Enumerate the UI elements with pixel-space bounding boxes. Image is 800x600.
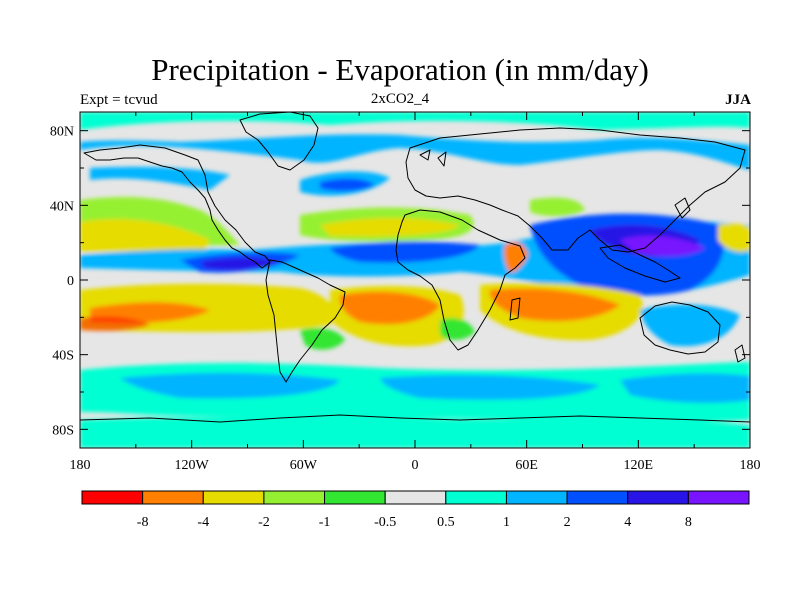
- experiment-label: Expt = tcvud: [80, 92, 158, 108]
- contour-aus-blue: [640, 304, 740, 347]
- lon-tick-label: 120W: [175, 458, 210, 473]
- lat-tick-label: 80S: [52, 423, 74, 438]
- contour-satl-orange: [339, 291, 440, 325]
- lon-tick-label: 180: [70, 458, 91, 473]
- colorbar-swatch: [263, 490, 326, 505]
- contour-atl-dark: [330, 241, 480, 263]
- antarctica-outline: [80, 414, 750, 423]
- pe-field: [80, 112, 750, 448]
- contour-sstorm-blue2: [380, 374, 600, 400]
- colorbar-label: 1: [503, 515, 510, 530]
- japan-outline: [674, 197, 691, 219]
- contour-antarctic-teal: [80, 417, 750, 448]
- lat-tick-label: 0: [67, 274, 74, 289]
- contour-npac-yellow: [80, 219, 210, 252]
- contour-asia-violet: [620, 235, 705, 257]
- new-zealand-outline: [734, 344, 746, 363]
- colorbar-swatch: [566, 490, 629, 505]
- colorbar-label: 2: [564, 515, 571, 530]
- contour-sam-green: [300, 328, 345, 350]
- colorbar: -8 -4 -2 -1 -0.5 0.5 1 2 4 8: [81, 490, 750, 530]
- colorbar-swatch: [687, 490, 750, 505]
- lat-tick-label: 80N: [50, 125, 74, 140]
- contour-natl-dark: [320, 178, 375, 192]
- colorbar-label: 4: [624, 515, 631, 530]
- season-label: JJA: [725, 92, 751, 108]
- colorbar-swatch: [324, 490, 386, 505]
- eurasia-outline: [405, 127, 746, 253]
- longitude-ticks: 180 120W 60W 0 60E 120E 180: [70, 112, 761, 473]
- contour-asia-green: [530, 197, 585, 217]
- contour-sstorm-blue1: [120, 372, 340, 399]
- field-contours: [80, 112, 750, 448]
- south-america-outline: [265, 259, 346, 383]
- colorbar-swatch: [505, 490, 568, 505]
- scenario-label: 2xCO2_4: [370, 91, 430, 107]
- contour-sstorm-blue3: [620, 373, 750, 403]
- contour-natl-yellow: [320, 217, 460, 237]
- colorbar-label: -4: [197, 515, 209, 530]
- australia-outline: [639, 301, 721, 355]
- colorbar-swatch: [445, 490, 507, 505]
- colorbar-label: -1: [319, 515, 331, 530]
- africa-outline: [395, 209, 526, 351]
- lon-tick-label: 120E: [624, 458, 654, 473]
- colorbar-label: -2: [258, 515, 270, 530]
- contour-npac-blue: [90, 166, 230, 190]
- contour-wpac-yellow: [718, 223, 750, 252]
- contour-north-blue: [80, 134, 750, 170]
- uk-outline: [419, 149, 447, 167]
- contour-sind-orange: [489, 288, 620, 322]
- greenland-outline: [239, 112, 319, 171]
- lon-tick-label: 0: [412, 458, 419, 473]
- lat-tick-label: 40S: [52, 349, 74, 364]
- lon-tick-label: 60E: [515, 458, 538, 473]
- colorbar-swatch: [202, 490, 265, 505]
- colorbar-swatch: [384, 490, 447, 505]
- colorbar-swatch: [627, 490, 689, 505]
- latitude-ticks: 80N 40N 0 40S 80S: [50, 125, 750, 438]
- lon-tick-label: 180: [740, 458, 761, 473]
- colorbar-label: -8: [137, 515, 149, 530]
- map-title: Precipitation - Evaporation (in mm/day): [151, 52, 649, 87]
- colorbar-label: -0.5: [374, 515, 396, 530]
- madagascar-outline: [509, 297, 521, 321]
- lat-tick-label: 40N: [50, 199, 74, 214]
- contour-spac-red: [80, 316, 150, 332]
- colorbar-swatch: [142, 490, 204, 505]
- colorbar-label: 8: [685, 515, 692, 530]
- maritime-continent-outline: [599, 244, 681, 283]
- colorbar-swatch: [81, 490, 144, 505]
- north-america-outline: [83, 144, 271, 269]
- colorbar-label: 0.5: [437, 515, 455, 530]
- continent-outlines: [80, 112, 750, 423]
- lon-tick-label: 60W: [290, 458, 318, 473]
- contour-arctic-teal: [80, 112, 750, 130]
